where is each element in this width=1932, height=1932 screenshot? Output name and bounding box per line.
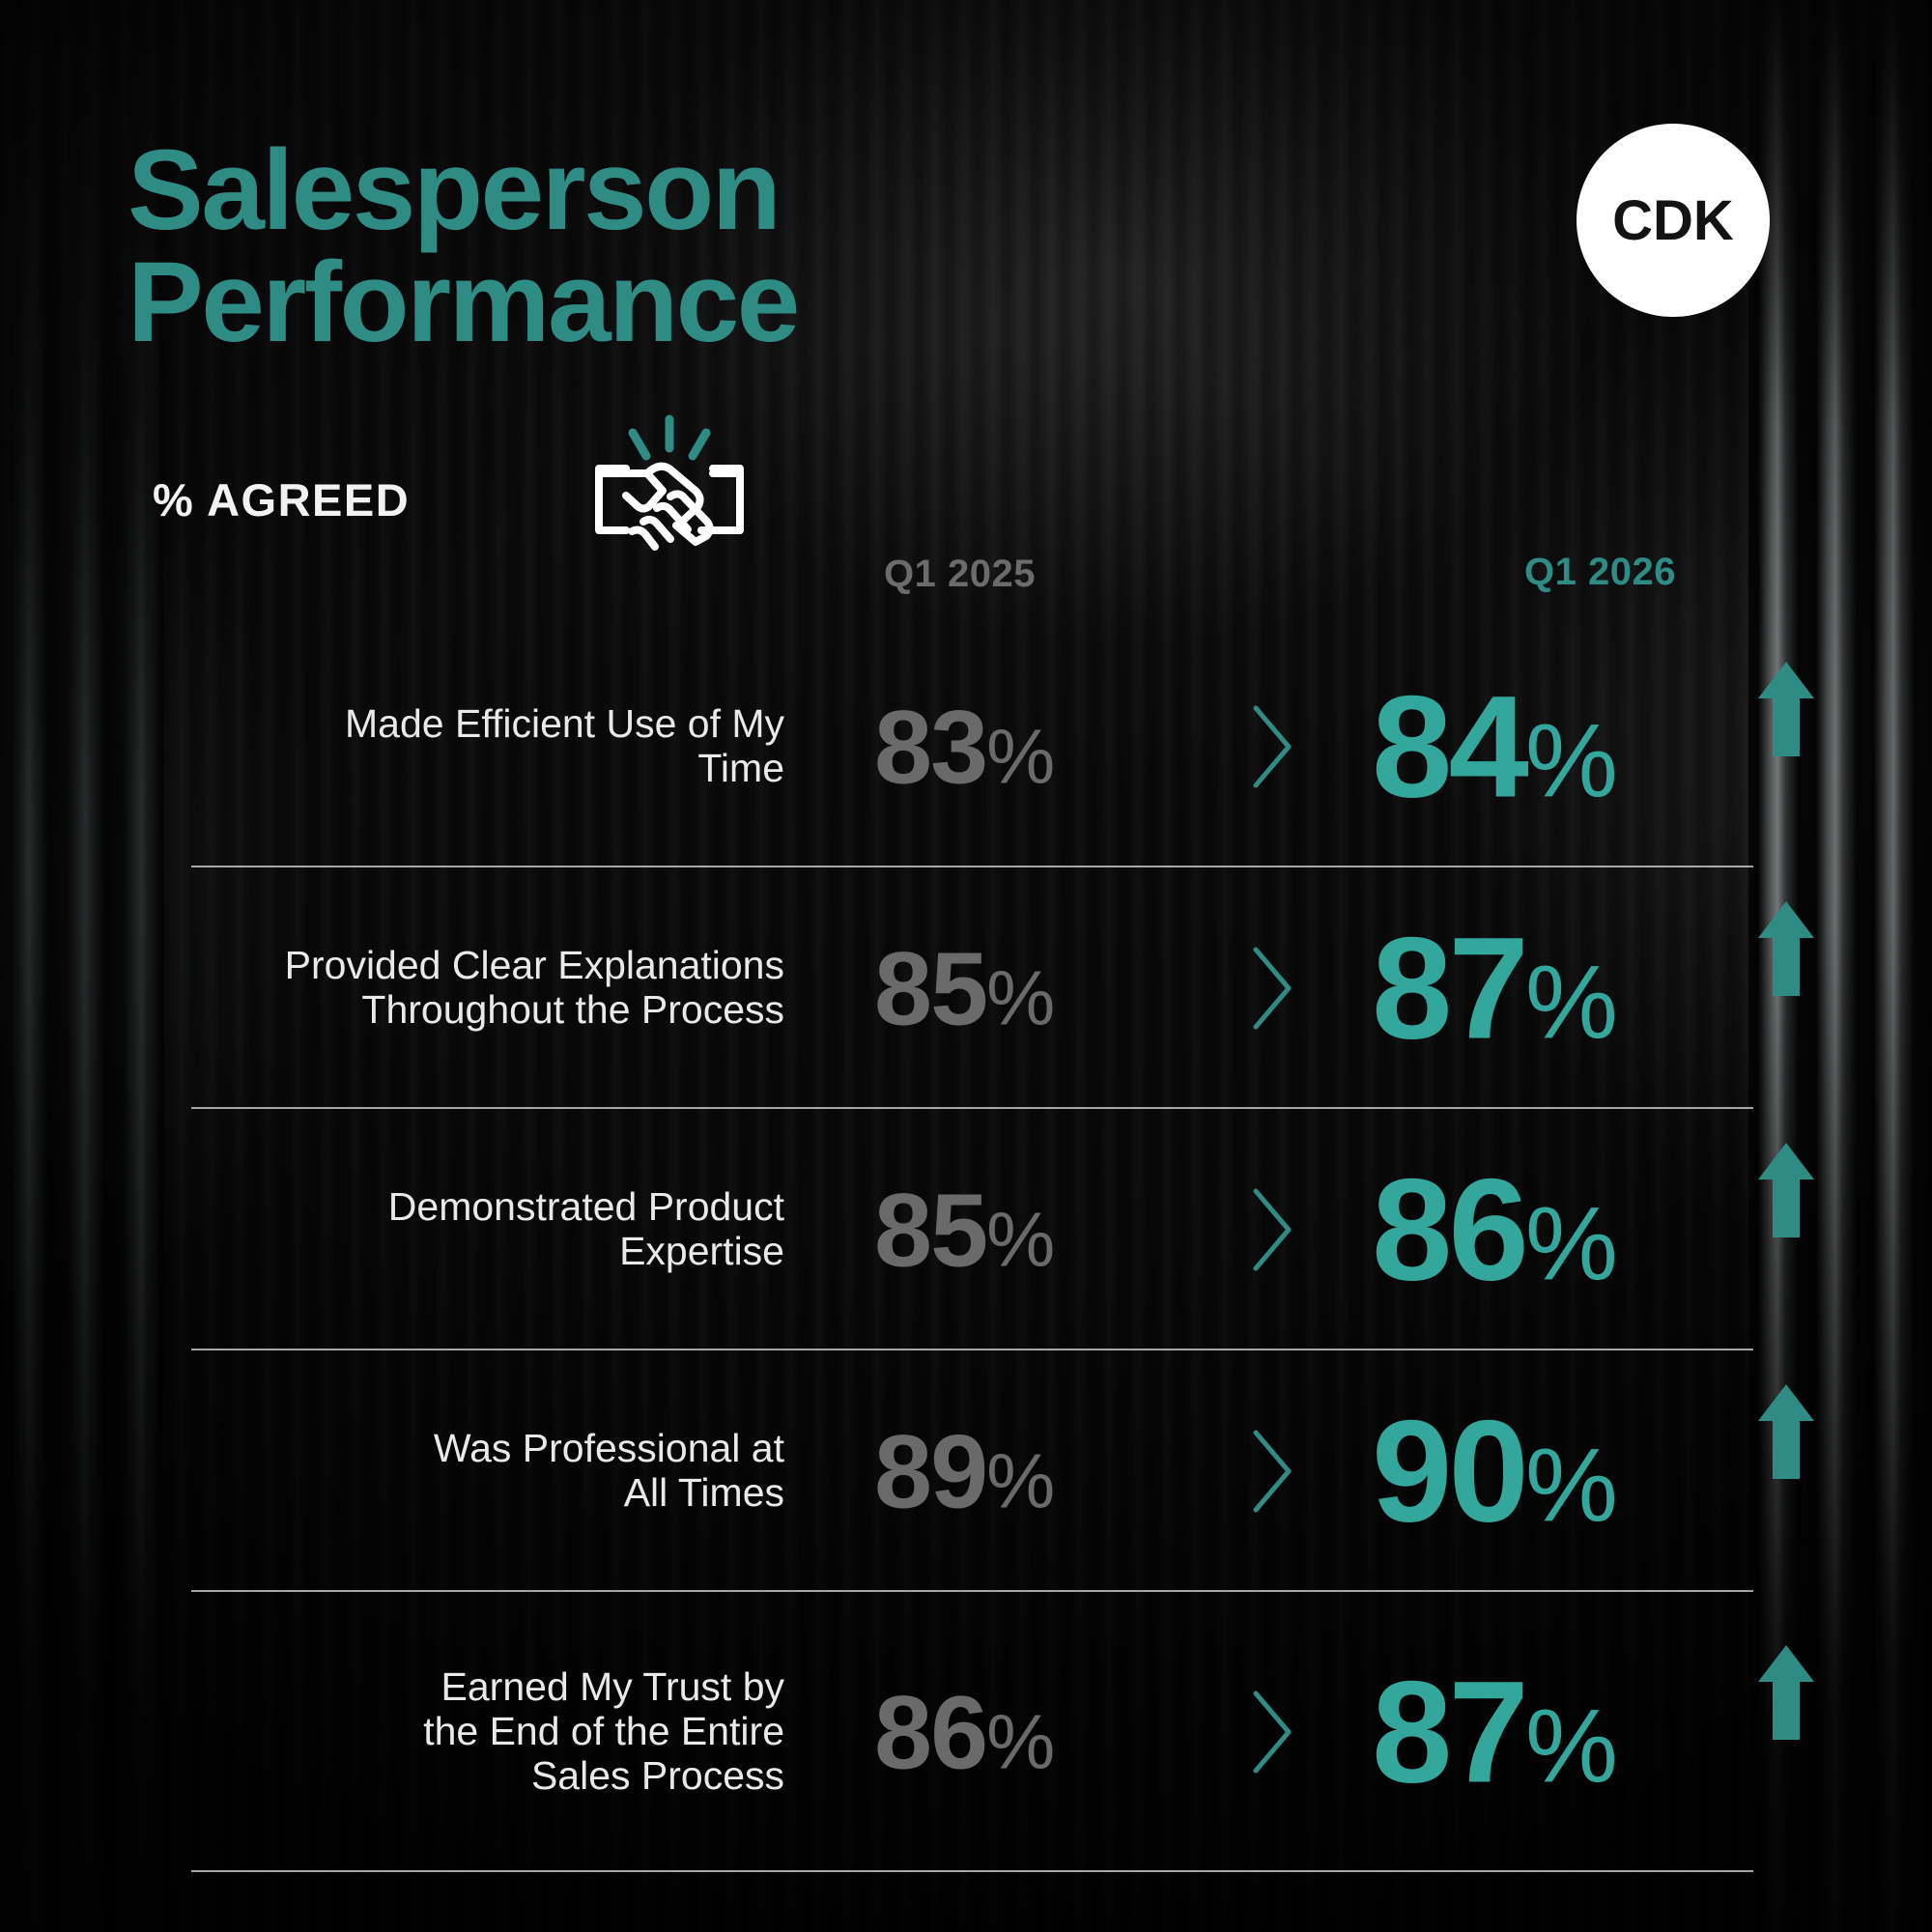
column-header-q1-2026: Q1 2026 — [1524, 551, 1676, 593]
previous-value-percent: % — [986, 1698, 1056, 1785]
row-label: Earned My Trust by the End of the Entire… — [166, 1664, 784, 1799]
row-label: Demonstrated Product Expertise — [185, 1184, 784, 1274]
previous-value-percent: % — [986, 1196, 1056, 1283]
trend-up-arrow-icon — [1756, 1641, 1816, 1744]
row-divider — [191, 1349, 1753, 1350]
trend-up-arrow-icon — [1756, 1139, 1816, 1241]
previous-value-number: 85 — [874, 929, 988, 1047]
previous-value: 85% — [874, 1170, 1055, 1291]
subtitle-percent-agreed: % AGREED — [153, 474, 411, 526]
row-label-line-3: Sales Process — [530, 1752, 784, 1798]
page-title-line-1: Salesperson — [128, 127, 781, 254]
page-title-line-2: Performance — [128, 238, 800, 366]
current-value: 86% — [1372, 1147, 1618, 1314]
metrics-table: Made Efficient Use of My Time 83% 84% — [0, 626, 1932, 1872]
row-label: Was Professional at All Times — [185, 1426, 784, 1516]
row-label-line-1: Was Professional at — [433, 1426, 784, 1471]
row-label-line-1: Demonstrated Product — [387, 1184, 784, 1230]
current-value-number: 86 — [1372, 1148, 1529, 1311]
current-value-percent: % — [1524, 1687, 1618, 1804]
table-row: Provided Clear Explanations Throughout t… — [0, 867, 1932, 1109]
row-label: Provided Clear Explanations Throughout t… — [185, 943, 784, 1033]
current-value: 87% — [1372, 1649, 1618, 1816]
current-value-number: 90 — [1372, 1389, 1529, 1552]
row-divider — [191, 866, 1753, 867]
previous-value-number: 85 — [874, 1171, 988, 1289]
previous-value: 86% — [874, 1672, 1055, 1793]
current-value-percent: % — [1524, 1184, 1618, 1302]
chevron-right-icon — [1246, 1425, 1300, 1518]
row-label-line-1: Earned My Trust by — [440, 1664, 784, 1710]
row-label-line-1: Provided Clear Explanations — [284, 943, 784, 988]
previous-value-percent: % — [986, 1437, 1056, 1524]
cdk-logo-text: CDK — [1612, 188, 1734, 252]
current-value: 90% — [1372, 1388, 1618, 1555]
handshake-icon — [587, 413, 752, 558]
current-value: 87% — [1372, 905, 1618, 1072]
trend-up-arrow-icon — [1756, 658, 1816, 760]
table-row: Demonstrated Product Expertise 85% 86% — [0, 1109, 1932, 1350]
row-label: Made Efficient Use of My Time — [185, 701, 784, 791]
trend-up-arrow-icon — [1756, 1380, 1816, 1483]
current-value-number: 87 — [1372, 1650, 1529, 1813]
row-divider — [191, 1870, 1753, 1872]
row-label-line-2: All Times — [623, 1470, 784, 1515]
table-row: Earned My Trust by the End of the Entire… — [0, 1592, 1932, 1872]
previous-value-percent: % — [986, 713, 1056, 800]
page-title: Salesperson Performance — [128, 127, 1094, 366]
current-value-percent: % — [1524, 701, 1618, 819]
previous-value: 89% — [874, 1411, 1055, 1532]
cdk-logo: CDK — [1577, 124, 1770, 317]
previous-value-percent: % — [986, 954, 1056, 1041]
row-label-line-2: Time — [697, 746, 784, 790]
previous-value: 85% — [874, 928, 1055, 1049]
column-header-q1-2025: Q1 2025 — [884, 553, 1036, 595]
current-value-percent: % — [1524, 943, 1618, 1061]
current-value-percent: % — [1524, 1426, 1618, 1544]
row-label-line-2: Throughout the Process — [361, 987, 784, 1032]
previous-value-number: 83 — [874, 688, 988, 806]
trend-up-arrow-icon — [1756, 897, 1816, 1000]
row-label-line-1: Made Efficient Use of My — [345, 701, 784, 747]
chevron-right-icon — [1246, 942, 1300, 1035]
table-row: Was Professional at All Times 89% 90% — [0, 1350, 1932, 1592]
row-label-line-2: Expertise — [619, 1229, 784, 1273]
row-label-line-2: the End of the Entire — [423, 1709, 784, 1754]
row-divider — [191, 1107, 1753, 1109]
table-row: Made Efficient Use of My Time 83% 84% — [0, 626, 1932, 867]
previous-value: 83% — [874, 687, 1055, 808]
current-value-number: 84 — [1372, 665, 1529, 828]
chevron-right-icon — [1246, 1686, 1300, 1778]
previous-value-number: 86 — [874, 1673, 988, 1791]
previous-value-number: 89 — [874, 1412, 988, 1530]
chevron-right-icon — [1246, 1183, 1300, 1276]
current-value-number: 87 — [1372, 906, 1529, 1069]
chevron-right-icon — [1246, 700, 1300, 793]
row-divider — [191, 1590, 1753, 1592]
current-value: 84% — [1372, 664, 1618, 831]
